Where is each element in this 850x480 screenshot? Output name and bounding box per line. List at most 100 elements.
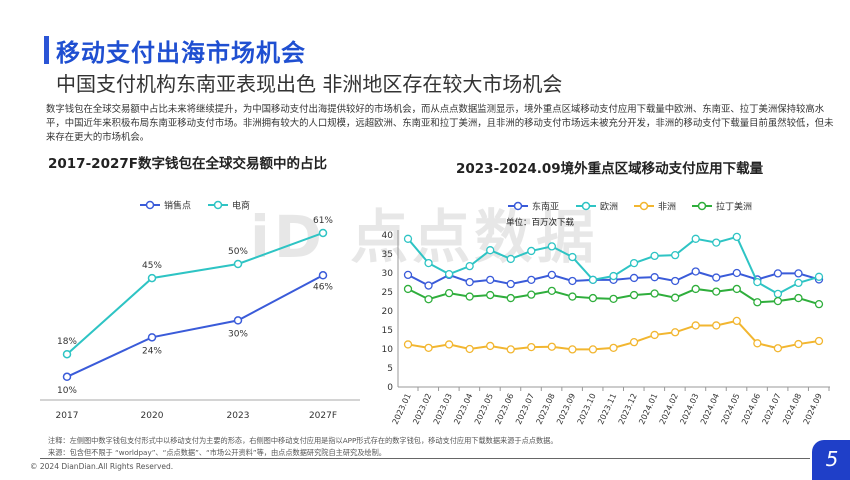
data-point bbox=[465, 262, 474, 271]
data-point bbox=[629, 273, 639, 283]
y-tick-label: 40 bbox=[382, 231, 394, 241]
data-point bbox=[691, 321, 700, 330]
data-point bbox=[233, 259, 243, 269]
page-number: 5 bbox=[812, 440, 850, 480]
legend-marker bbox=[513, 201, 523, 211]
page-title: 移动支付出海市场机会 bbox=[56, 39, 306, 67]
data-point bbox=[588, 293, 598, 303]
data-point bbox=[691, 284, 700, 294]
data-point bbox=[794, 269, 803, 278]
data-point bbox=[609, 294, 618, 303]
data-point bbox=[794, 293, 803, 303]
data-point bbox=[753, 277, 762, 287]
unit-label: 单位：百万次下载 bbox=[506, 217, 575, 228]
watermark-logo: iD 点点数据 bbox=[250, 203, 599, 271]
data-point bbox=[147, 333, 157, 342]
source-note: 来源：包含但不限于 “worldpay”、“点点数据”、“市场公开资料”等，由点… bbox=[48, 448, 386, 457]
y-tick-label: 35 bbox=[382, 250, 393, 260]
data-point bbox=[527, 290, 536, 299]
x-tick-label: 2023.10 bbox=[576, 392, 598, 426]
data-point bbox=[318, 271, 328, 280]
data-point bbox=[444, 288, 454, 298]
data-point bbox=[794, 339, 803, 349]
footer-divider bbox=[40, 458, 810, 459]
legend-marker bbox=[697, 201, 707, 211]
y-tick-label: 0 bbox=[387, 383, 393, 393]
series-line-电商 bbox=[66, 232, 324, 355]
data-point bbox=[691, 267, 700, 276]
series-line-销售点 bbox=[66, 274, 324, 378]
data-point bbox=[506, 254, 515, 264]
data-point bbox=[465, 292, 474, 301]
legend-label: 欧洲 bbox=[600, 201, 618, 213]
data-point bbox=[753, 298, 762, 307]
data-point bbox=[773, 344, 783, 353]
x-tick-label: 2024.03 bbox=[678, 392, 700, 426]
y-tick-label: 25 bbox=[382, 288, 393, 298]
data-point bbox=[444, 269, 454, 279]
data-point bbox=[547, 242, 556, 251]
data-point bbox=[486, 341, 495, 351]
summary-paragraph: 数字钱包在全球交易额中占比未来将继续提升，为中国移动支付出海提供较好的市场机会，… bbox=[46, 104, 834, 144]
data-point bbox=[527, 342, 536, 352]
data-point bbox=[568, 292, 577, 301]
legend-marker bbox=[581, 201, 591, 211]
page-subtitle: 中国支付机构东南亚表现出色 非洲地区存在较大市场机会 bbox=[56, 72, 563, 96]
data-point bbox=[650, 251, 659, 261]
copyright: © 2024 DianDian.All Rights Reserved. bbox=[30, 462, 174, 471]
data-label: 46% bbox=[313, 282, 333, 292]
y-tick-label: 10 bbox=[382, 345, 394, 355]
x-tick-label: 2023.09 bbox=[555, 392, 577, 426]
data-point bbox=[712, 273, 721, 282]
data-point bbox=[62, 372, 72, 382]
data-point bbox=[773, 296, 783, 306]
data-point bbox=[814, 300, 824, 309]
data-label: 30% bbox=[228, 329, 248, 339]
data-point bbox=[671, 276, 680, 286]
data-point bbox=[568, 276, 577, 286]
data-point bbox=[318, 228, 328, 238]
data-point bbox=[506, 293, 515, 303]
data-point bbox=[547, 286, 556, 296]
data-point bbox=[691, 234, 700, 243]
x-tick-label: 2024.08 bbox=[781, 392, 803, 426]
data-label: 45% bbox=[142, 261, 162, 271]
footnote: 注释：左侧图中数字钱包支付形式中以移动支付为主要的形态，右侧图中移动支付应用是指… bbox=[48, 436, 558, 445]
data-point bbox=[403, 340, 413, 349]
data-point bbox=[444, 340, 454, 349]
data-point bbox=[712, 287, 721, 296]
legend-label: 东南亚 bbox=[532, 201, 559, 213]
x-tick-label: 2024.07 bbox=[761, 392, 783, 426]
right-chart-title: 2023-2024.09境外重点区域移动支付应用下载量 bbox=[456, 161, 764, 177]
y-tick-label: 20 bbox=[382, 307, 394, 317]
x-tick-label: 2023.11 bbox=[596, 392, 618, 426]
data-point bbox=[147, 273, 157, 283]
x-tick-label: 2024.04 bbox=[699, 392, 721, 426]
x-tick-label: 2024.09 bbox=[802, 392, 824, 426]
legend-label: 电商 bbox=[232, 200, 250, 212]
data-point bbox=[671, 250, 680, 260]
data-point bbox=[588, 275, 598, 284]
x-tick-label: 2023.02 bbox=[411, 392, 433, 426]
data-point bbox=[671, 328, 680, 337]
data-point bbox=[506, 345, 515, 354]
data-point bbox=[486, 275, 495, 284]
data-point bbox=[732, 316, 741, 326]
legend-marker bbox=[639, 201, 649, 211]
data-point bbox=[732, 284, 741, 294]
data-label: 18% bbox=[57, 337, 77, 347]
data-point bbox=[650, 289, 659, 298]
data-point bbox=[650, 273, 659, 282]
data-point bbox=[62, 349, 72, 359]
data-point bbox=[506, 279, 515, 289]
legend-label: 销售点 bbox=[164, 200, 191, 212]
data-point bbox=[712, 321, 721, 330]
data-point bbox=[403, 270, 413, 280]
y-tick-label: 5 bbox=[387, 364, 393, 374]
x-tick-label: 2023.01 bbox=[391, 392, 413, 426]
x-tick-label: 2023.08 bbox=[535, 392, 557, 426]
x-tick-label: 2027F bbox=[309, 411, 337, 421]
data-point bbox=[465, 344, 474, 354]
data-point bbox=[712, 238, 721, 247]
